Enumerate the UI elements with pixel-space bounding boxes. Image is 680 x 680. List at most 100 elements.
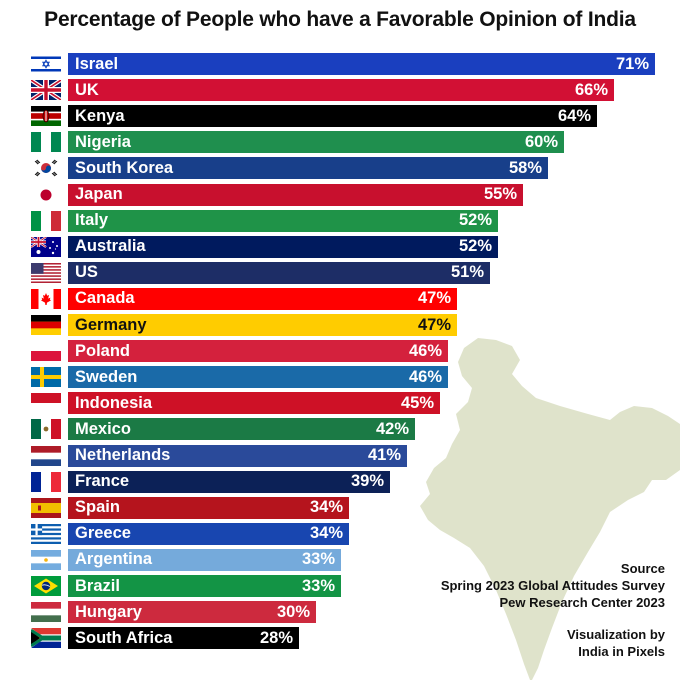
- bar: Mexico 42%: [68, 418, 415, 441]
- bar: Germany 47%: [68, 314, 457, 336]
- bar: Indonesia 45%: [68, 392, 440, 415]
- bar-row-us: US 51%: [0, 261, 680, 284]
- france-flag-icon: [31, 471, 61, 492]
- value-label: 39%: [350, 472, 384, 491]
- category-label: Australia: [75, 237, 146, 256]
- brazil-flag-icon: [31, 576, 61, 596]
- value-label: 66%: [574, 80, 608, 99]
- israel-flag-icon: [31, 54, 61, 74]
- bar: Canada 47%: [68, 287, 457, 310]
- italy-flag-icon: [31, 210, 61, 231]
- bar-row-israel: Israel 71%: [0, 53, 680, 75]
- value-label: 64%: [557, 106, 591, 125]
- value-label: 58%: [508, 158, 542, 177]
- value-label: 47%: [417, 315, 451, 334]
- category-label: Poland: [75, 341, 131, 360]
- sweden-flag-icon: [31, 367, 61, 388]
- bar: UK 66%: [68, 79, 614, 102]
- bar-row-hungary: Hungary 30%: [0, 601, 680, 624]
- bar: Netherlands 41%: [68, 444, 407, 467]
- bar-row-brazil: Brazil 33%: [0, 575, 680, 597]
- bar-row-south-korea: South Korea 58%: [0, 157, 680, 180]
- category-label: Netherlands: [75, 446, 171, 464]
- value-label: 34%: [309, 498, 343, 517]
- bar-row-canada: Canada 47%: [0, 287, 680, 310]
- bar: Argentina 33%: [68, 548, 341, 571]
- bar-row-australia: Australia 52%: [0, 235, 680, 258]
- value-label: 46%: [408, 367, 442, 386]
- australia-flag-icon: [31, 236, 61, 257]
- kenya-flag-icon: [31, 106, 61, 127]
- category-label: South Korea: [75, 158, 174, 177]
- japan-flag-icon: [31, 184, 61, 205]
- value-label: 52%: [458, 237, 492, 256]
- bar: Sweden 46%: [68, 366, 448, 389]
- bar-row-mexico: Mexico 42%: [0, 418, 680, 441]
- value-label: 30%: [276, 602, 310, 621]
- category-label: Hungary: [75, 602, 142, 621]
- bar: Kenya 64%: [68, 105, 597, 128]
- bar-row-italy: Italy 52%: [0, 209, 680, 232]
- germany-flag-icon: [31, 315, 61, 335]
- bar-row-poland: Poland 46%: [0, 340, 680, 363]
- value-label: 34%: [309, 524, 343, 543]
- bar: Greece 34%: [68, 522, 349, 545]
- category-label: US: [75, 263, 98, 282]
- bar-row-indonesia: Indonesia 45%: [0, 392, 680, 415]
- value-label: 60%: [524, 132, 558, 151]
- category-label: Brazil: [75, 576, 120, 595]
- chart-title: Percentage of People who have a Favorabl…: [44, 8, 636, 31]
- source-organization: Pew Research Center 2023: [499, 595, 665, 610]
- value-label: 51%: [450, 263, 484, 282]
- value-label: 47%: [417, 289, 451, 308]
- bar-row-germany: Germany 47%: [0, 314, 680, 336]
- hungary-flag-icon: [31, 602, 61, 623]
- south-korea-flag-icon: [31, 158, 61, 179]
- source-survey: Spring 2023 Global Attitudes Survey: [440, 578, 665, 593]
- bar: Spain 34%: [68, 496, 349, 519]
- bar-row-spain: Spain 34%: [0, 496, 680, 519]
- nigeria-flag-icon: [31, 132, 61, 153]
- bar-row-uk: UK 66%: [0, 79, 680, 102]
- category-label: Kenya: [75, 106, 125, 125]
- category-label: UK: [75, 80, 99, 99]
- poland-flag-icon: [31, 341, 61, 362]
- category-label: Canada: [75, 289, 135, 308]
- value-label: 42%: [375, 419, 409, 438]
- category-label: Indonesia: [75, 393, 153, 412]
- bar-row-netherlands: Netherlands 41%: [0, 444, 680, 467]
- bar-row-nigeria: Nigeria 60%: [0, 131, 680, 154]
- source-note: Source Spring 2023 Global Attitudes Surv…: [441, 560, 665, 611]
- spain-flag-icon: [31, 497, 61, 518]
- bar-row-kenya: Kenya 64%: [0, 105, 680, 128]
- bar: South Africa 28%: [68, 627, 299, 650]
- value-label: 52%: [458, 211, 492, 230]
- category-label: Italy: [75, 211, 109, 230]
- bar: Hungary 30%: [68, 601, 316, 624]
- value-label: 71%: [615, 54, 649, 73]
- value-label: 55%: [483, 185, 517, 203]
- us-flag-icon: [31, 262, 61, 283]
- bar-row-south-africa: South Africa 28%: [0, 627, 680, 650]
- category-label: Sweden: [75, 367, 138, 386]
- uk-flag-icon: [31, 80, 61, 101]
- category-label: Greece: [75, 524, 131, 543]
- argentina-flag-icon: [31, 549, 61, 570]
- bar: Australia 52%: [68, 235, 498, 258]
- category-label: France: [75, 472, 130, 491]
- bar-row-argentina: Argentina 33%: [0, 548, 680, 571]
- bar-row-greece: Greece 34%: [0, 522, 680, 545]
- value-label: 28%: [259, 628, 293, 647]
- bar: Japan 55%: [68, 183, 523, 206]
- category-label: Japan: [75, 185, 123, 203]
- bar: US 51%: [68, 261, 490, 284]
- category-label: Israel: [75, 54, 119, 73]
- value-label: 45%: [400, 393, 434, 412]
- bar-row-sweden: Sweden 46%: [0, 366, 680, 389]
- bar-row-france: France 39%: [0, 470, 680, 493]
- source-heading: Source: [620, 561, 665, 576]
- value-label: 46%: [408, 341, 442, 360]
- category-label: Germany: [75, 315, 147, 334]
- south-africa-flag-icon: [31, 628, 61, 649]
